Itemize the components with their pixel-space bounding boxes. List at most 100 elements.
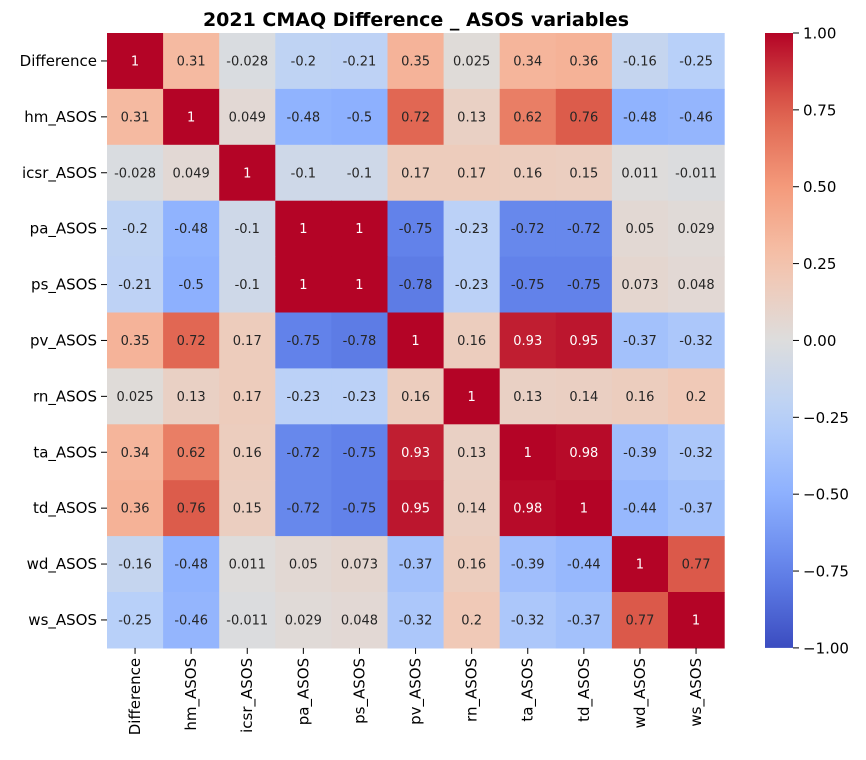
cell-value-label: -0.16 [623,54,657,69]
x-tick-label: icsr_ASOS [238,658,257,733]
heatmap-cell-ws-asos-pa-asos [275,592,332,649]
heatmap-cell-rn-asos-ws-asos [668,368,725,425]
heatmap-cell-hm-asos-ws-asos [668,88,725,146]
cell-value-label: 0.049 [229,110,266,125]
cell-value-label: 1 [187,110,195,125]
heatmap-cell-hm-asos-ta-asos [499,88,557,146]
heatmap-cell-wd-asos-td-asos [555,536,613,593]
cell-value-label: -0.75 [287,334,321,349]
cell-value-label: 0.93 [513,334,542,349]
heatmap-cell-td-asos-pa-asos [275,480,332,537]
cell-value-label: 0.72 [401,110,430,125]
heatmap-cell-icsr-asos-wd-asos [611,144,669,202]
y-tick-label: td_ASOS [33,499,97,518]
cell-value-label: 0.77 [625,613,654,628]
heatmap-cell-wd-asos-ta-asos [499,536,557,593]
heatmap-cell-wd-asos-pa-asos [275,536,332,593]
colorbar-tick-label: −0.25 [803,409,849,427]
cell-value-label: -0.46 [174,613,208,628]
heatmap-cell-rn-asos-ta-asos [499,368,557,425]
x-tick-label: wd_ASOS [631,658,650,728]
cell-value-label: 1 [299,278,307,293]
colorbar-tick-label: 0.00 [803,332,836,350]
cell-value-label: 0.15 [569,166,598,181]
cell-value-label: -0.78 [343,334,377,349]
colorbar-tick-label: 1.00 [803,25,836,43]
cell-value-label: 1 [355,222,363,237]
cell-value-label: -0.16 [118,558,152,573]
heatmap-cell-ps-asos-hm-asos [163,256,220,314]
cell-value-label: -0.32 [679,446,713,461]
heatmap-cell-difference-rn-asos [443,33,501,90]
cell-value-label: 0.16 [457,558,486,573]
cell-value-label: -0.21 [343,54,377,69]
cell-value-label: 1 [243,166,251,181]
heatmap-cell-pa-asos-pv-asos [387,200,445,258]
heatmap-cell-ws-asos-pv-asos [387,592,445,649]
cell-value-label: -0.1 [235,278,260,293]
cell-value-label: -0.028 [114,166,156,181]
heatmap-cell-rn-asos-td-asos [555,368,613,425]
heatmap-cells [107,33,725,649]
heatmap-cell-td-asos-rn-asos [443,480,501,537]
cell-value-label: -0.44 [567,558,601,573]
heatmap-cell-ps-asos-icsr-asos [219,256,276,314]
heatmap-cell-ps-asos-pa-asos [275,256,332,314]
cell-value-label: -0.37 [679,502,713,517]
cell-value-label: -0.48 [287,110,321,125]
x-tick-label: rn_ASOS [463,658,482,722]
x-tick-label: pv_ASOS [407,658,426,725]
heatmap-cell-hm-asos-pa-asos [275,88,332,146]
heatmap-cell-rn-asos-wd-asos [611,368,669,425]
heatmap-cell-wd-asos-ws-asos [668,536,725,593]
cell-value-label: 0.025 [116,390,153,405]
heatmap-cell-pv-asos-ws-asos [668,312,725,369]
heatmap-cell-ps-asos-ps-asos [331,256,389,314]
cell-value-label: 0.95 [569,334,598,349]
cell-value-label: -0.72 [567,222,601,237]
x-axis-ticks: Difference hm_ASOS icsr_ASOS pa_ASOS ps_ASOS… [126,647,706,735]
heatmap-cell-ta-asos-ws-asos [668,424,725,481]
heatmap-cell-ws-asos-ta-asos [499,592,557,649]
heatmap-cell-icsr-asos-difference [107,144,164,202]
cell-value-label: 0.13 [177,390,206,405]
cell-value-label: -0.23 [455,278,489,293]
heatmap-cell-pv-asos-difference [107,312,164,369]
chart-title: 2021 CMAQ Difference _ ASOS variables [203,9,629,31]
heatmap-cell-pa-asos-rn-asos [443,200,501,258]
cell-value-label: 0.073 [621,278,658,293]
cell-value-label: 1 [636,558,644,573]
cell-value-label: 0.011 [229,558,266,573]
cell-value-label: 0.62 [513,110,542,125]
cell-value-label: -0.48 [623,110,657,125]
heatmap-cell-rn-asos-difference [107,368,164,425]
heatmap-cell-ps-asos-pv-asos [387,256,445,314]
heatmap-cell-pa-asos-pa-asos [275,200,332,258]
cell-value-label: -0.75 [567,278,601,293]
cell-value-label: 0.029 [285,613,322,628]
cell-value-label: 0.029 [677,222,714,237]
cell-value-label: -0.2 [291,54,316,69]
cell-value-label: -0.2 [122,222,147,237]
cell-value-label: 0.35 [401,54,430,69]
heatmap-cell-icsr-asos-hm-asos [163,144,220,202]
cell-value-label: 0.76 [569,110,598,125]
cell-value-label: 0.048 [341,613,378,628]
heatmap-cell-td-asos-wd-asos [611,480,669,537]
x-tick-label: td_ASOS [575,658,594,722]
cell-value-label: 0.34 [121,446,150,461]
cell-value-label: -0.23 [287,390,321,405]
cell-value-label: -0.39 [623,446,657,461]
heatmap-cell-difference-difference [107,33,164,90]
heatmap-cell-icsr-asos-ps-asos [331,144,389,202]
heatmap-cell-difference-td-asos [555,33,613,90]
heatmap-cell-ta-asos-rn-asos [443,424,501,481]
cell-value-label: 0.31 [177,54,206,69]
heatmap-cell-icsr-asos-ws-asos [668,144,725,202]
cell-value-label: 0.15 [233,502,262,517]
x-tick-label: ta_ASOS [519,658,538,722]
heatmap-cell-ta-asos-td-asos [555,424,613,481]
heatmap-cell-pv-asos-ta-asos [499,312,557,369]
heatmap-cell-hm-asos-wd-asos [611,88,669,146]
x-tick-label: Difference [126,658,144,735]
